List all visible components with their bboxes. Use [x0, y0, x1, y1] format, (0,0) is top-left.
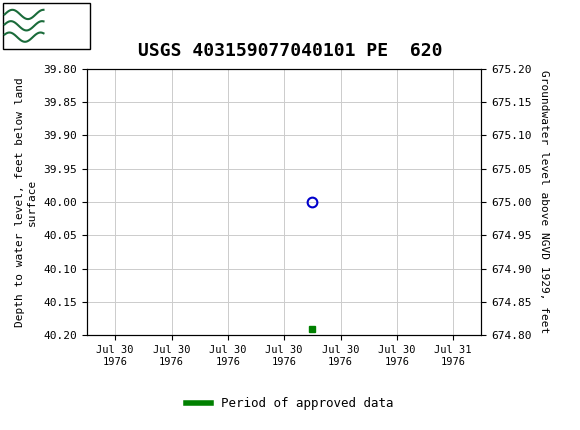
Y-axis label: Depth to water level, feet below land
surface: Depth to water level, feet below land su… [15, 77, 37, 327]
Legend: Period of approved data: Period of approved data [181, 392, 399, 415]
FancyBboxPatch shape [3, 3, 90, 49]
Text: USGS: USGS [96, 16, 143, 35]
Y-axis label: Groundwater level above NGVD 1929, feet: Groundwater level above NGVD 1929, feet [539, 71, 549, 334]
Text: USGS 403159077040101 PE  620: USGS 403159077040101 PE 620 [138, 42, 442, 60]
